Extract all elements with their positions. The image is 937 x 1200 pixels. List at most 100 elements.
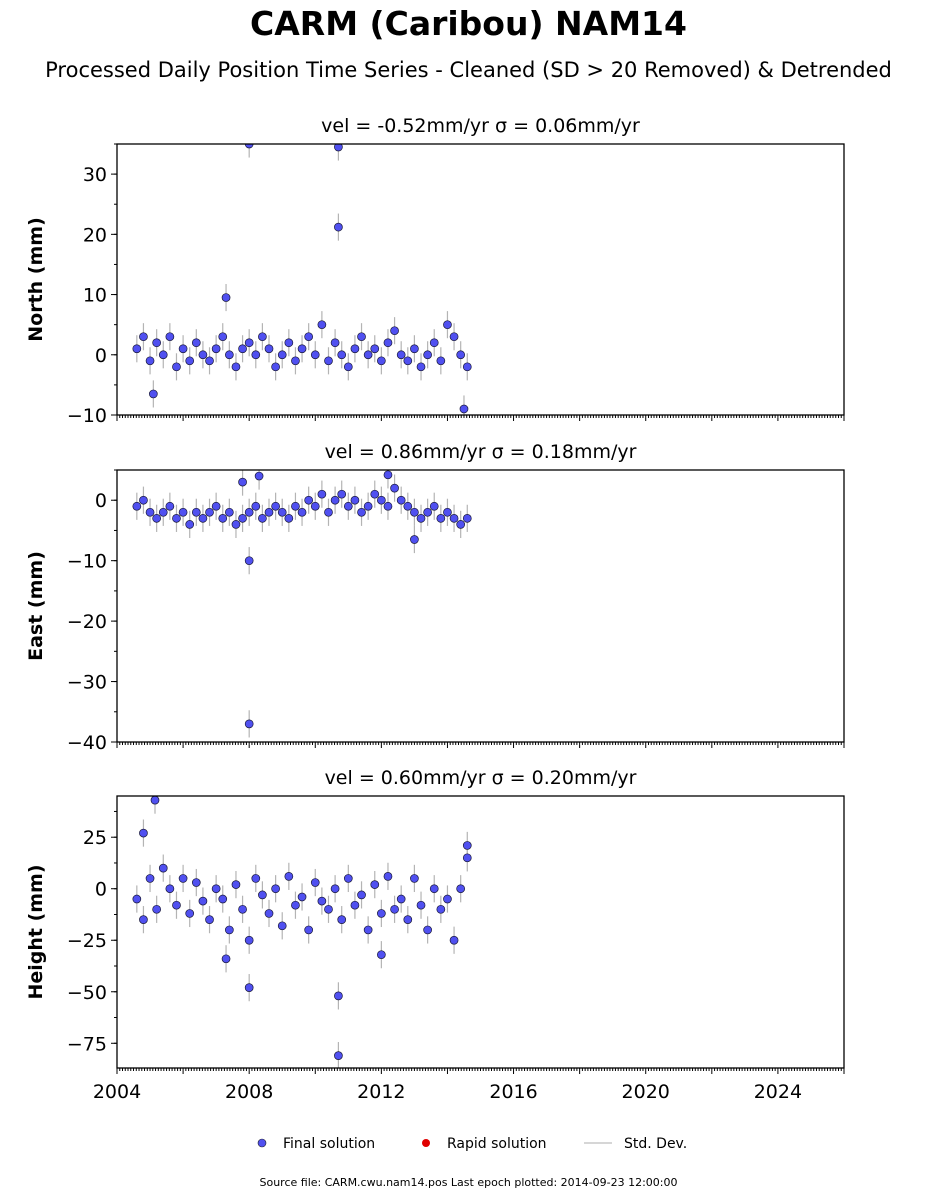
data-point: [145, 874, 155, 883]
y-tick-label: −40: [67, 732, 107, 754]
data-point: [284, 872, 294, 881]
panel-east: vel = 0.86mm/yr σ = 0.18mm/yr East (mm) −4…: [25, 441, 845, 754]
data-point: [172, 900, 181, 910]
legend-final: Final solution: [257, 1136, 375, 1152]
data-point: [429, 884, 439, 894]
data-point: [423, 925, 432, 935]
data-point: [357, 890, 366, 900]
data-point: [436, 356, 446, 366]
data-point: [132, 894, 142, 904]
legend: Final solution Rapid solution Std. Dev.: [0, 1136, 937, 1158]
data-point: [244, 556, 254, 566]
data-point: [185, 356, 195, 366]
data-point: [462, 853, 472, 863]
data-point: [291, 501, 300, 511]
data-point: [221, 293, 231, 302]
data-point: [383, 338, 393, 348]
data-point: [149, 389, 158, 399]
data-point: [165, 884, 175, 894]
data-point: [449, 514, 459, 523]
data-point: [462, 514, 472, 523]
data-point: [172, 514, 181, 523]
data-point: [198, 896, 208, 906]
y-tick-label: 10: [83, 285, 107, 307]
plot-frame: [116, 469, 845, 743]
data-point: [429, 338, 439, 348]
data-point: [310, 350, 320, 360]
data-point: [198, 514, 208, 523]
data-point: [238, 477, 247, 487]
data-point: [390, 326, 399, 336]
data-point: [449, 935, 459, 945]
data-point: [390, 904, 399, 914]
data-point: [258, 332, 267, 342]
y-tick-label: −25: [67, 930, 107, 952]
data-point: [152, 514, 162, 523]
y-tick-label: 25: [83, 827, 107, 849]
data-point: [258, 890, 267, 900]
data-point: [324, 904, 333, 914]
y-tick-label: −30: [67, 672, 107, 694]
data-point: [462, 362, 472, 372]
data-point: [462, 841, 472, 850]
data-point: [139, 828, 148, 838]
data-point: [436, 514, 446, 523]
source-line: Source file: CARM.cwu.nam14.pos Last epo…: [259, 1176, 678, 1189]
data-point: [284, 338, 294, 348]
data-point: [370, 489, 380, 499]
data-point: [304, 495, 314, 505]
data-point: [291, 356, 300, 366]
data-point: [152, 338, 162, 348]
data-point: [191, 507, 201, 517]
data-point: [277, 507, 287, 517]
data-point: [357, 507, 366, 517]
data-point: [225, 350, 234, 360]
data-point: [317, 896, 327, 906]
data-point: [231, 880, 241, 889]
data-point: [304, 332, 314, 342]
data-point: [158, 507, 168, 517]
data-point: [218, 332, 228, 342]
data-point: [244, 719, 254, 729]
rapid-solution-marker-icon: [421, 1136, 431, 1152]
time-series-chart: vel = -0.52mm/yr σ = 0.06mm/yr North (mm)…: [25, 115, 845, 1103]
data-point: [377, 495, 386, 505]
data-point: [251, 501, 261, 511]
data-point: [165, 332, 175, 342]
data-point: [363, 925, 373, 935]
data-point: [310, 501, 320, 511]
final-solution-marker-icon: [257, 1136, 267, 1152]
data-point: [449, 332, 459, 342]
y-tick-label: 20: [83, 224, 107, 246]
data-point: [139, 915, 148, 924]
data-point: [198, 350, 208, 360]
data-point: [178, 344, 188, 354]
data-point: [297, 344, 307, 354]
data-point: [145, 356, 155, 366]
data-point: [443, 507, 452, 517]
data-point: [377, 950, 386, 960]
data-point: [291, 900, 300, 910]
data-point: [337, 350, 347, 360]
legend-final-label: Final solution: [283, 1136, 376, 1152]
data-point: [271, 362, 280, 372]
data-point: [429, 501, 439, 511]
data-point: [383, 872, 393, 881]
x-tick-label: 2008: [225, 1081, 273, 1103]
series-final-solution: [132, 796, 472, 1068]
data-point: [456, 884, 466, 894]
data-point: [324, 507, 333, 517]
data-point: [370, 880, 380, 889]
data-point: [221, 954, 231, 964]
data-point: [297, 892, 307, 902]
data-point: [225, 925, 234, 935]
y-tick-label: −10: [67, 405, 107, 427]
data-point: [304, 925, 314, 935]
data-point: [343, 501, 353, 511]
data-point: [443, 320, 452, 330]
chart-subtitle: Processed Daily Position Time Series - C…: [45, 58, 892, 82]
data-point: [218, 894, 228, 904]
data-point: [410, 344, 419, 354]
data-point: [251, 874, 261, 883]
data-point: [264, 507, 274, 517]
